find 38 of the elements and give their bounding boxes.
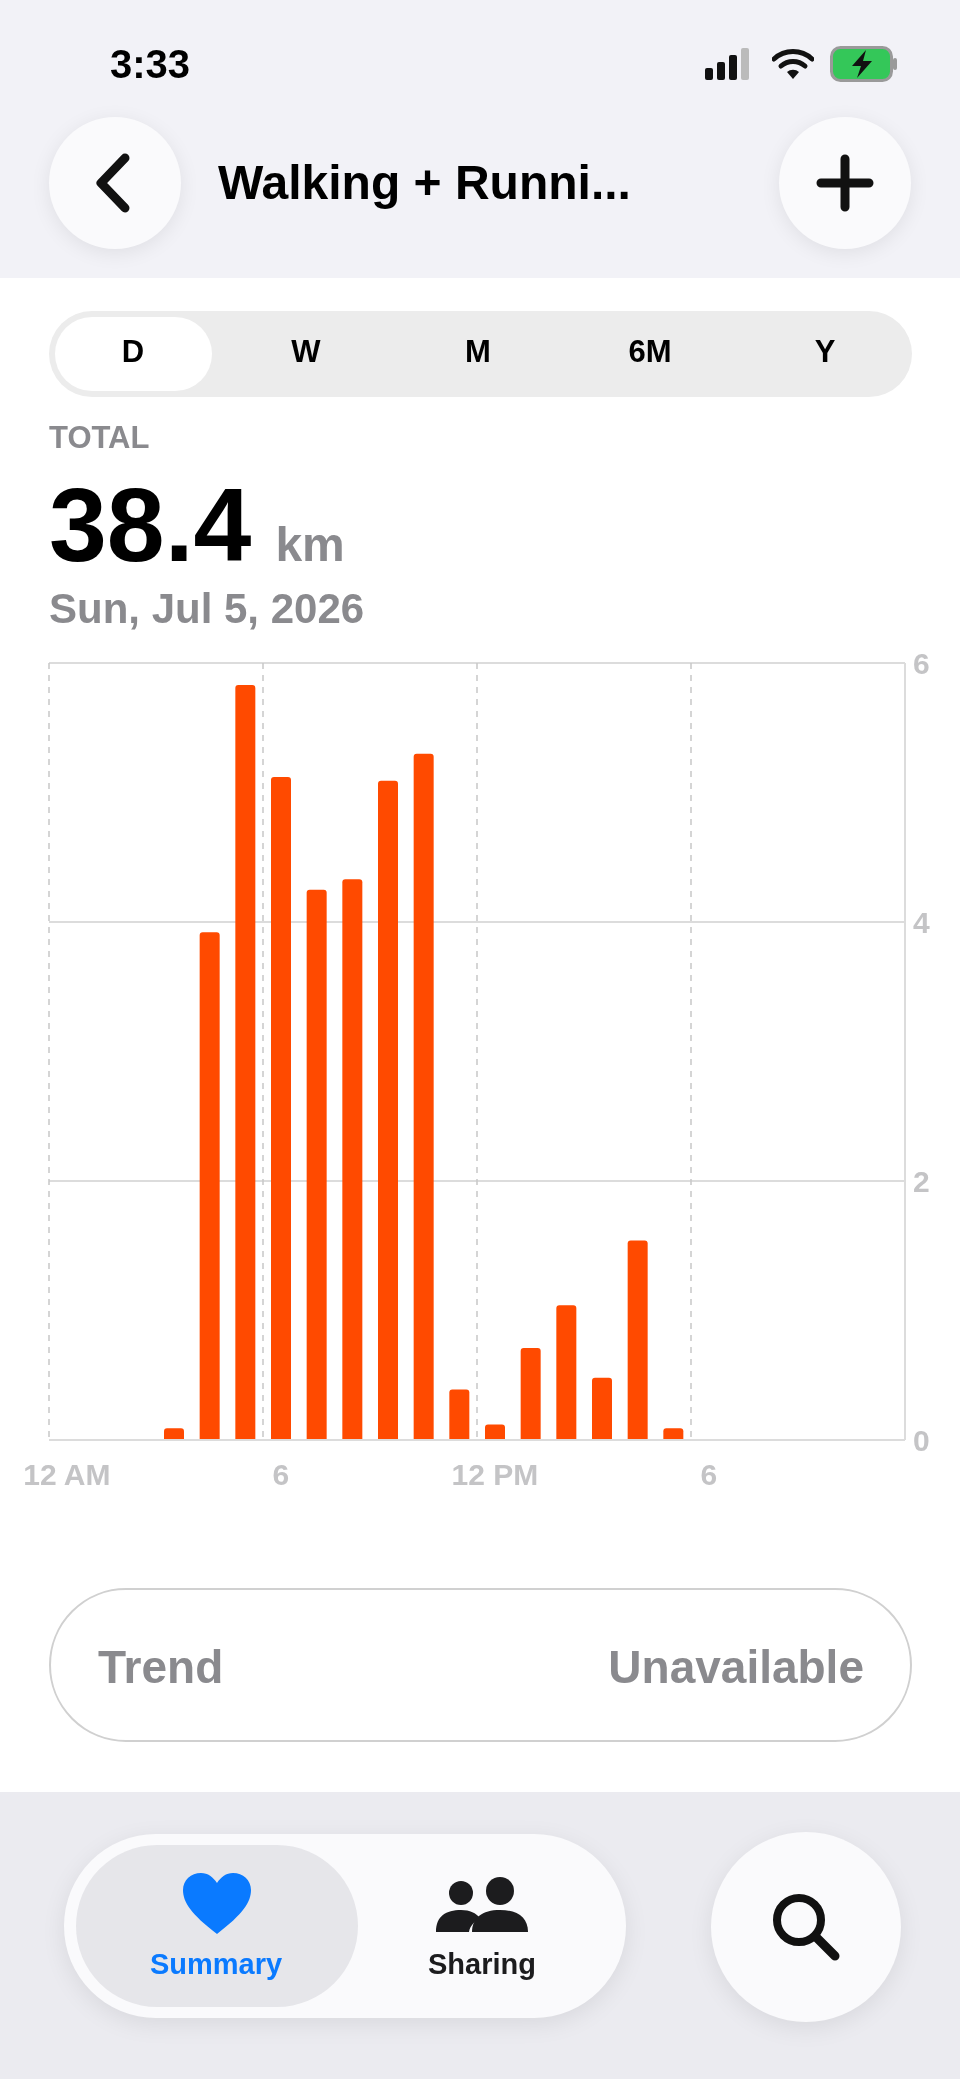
- bar: [199, 932, 220, 1440]
- text: M: [464, 334, 492, 370]
- bar: [556, 1305, 577, 1440]
- text: Y: [813, 334, 837, 370]
- y-tick-label: 4: [913, 905, 930, 939]
- bar: [413, 753, 434, 1440]
- bar: [449, 1389, 470, 1440]
- text: Summary: [148, 1948, 284, 1981]
- bar: [663, 1428, 684, 1440]
- text: D: [120, 334, 146, 370]
- text: Unavailable: [607, 1640, 864, 1694]
- bar: [235, 685, 256, 1440]
- bar: [627, 1240, 648, 1440]
- bar: [520, 1348, 541, 1440]
- bar: [164, 1428, 184, 1440]
- text: 6M: [627, 334, 673, 370]
- bar: [342, 879, 363, 1440]
- text: Sharing: [427, 1948, 537, 1981]
- x-tick-label: 6: [272, 1458, 290, 1492]
- bar: [485, 1424, 505, 1440]
- text: W: [290, 334, 322, 370]
- y-tick-label: 0: [913, 1423, 930, 1457]
- chart-subtitle: Sun, Jul 5, 2026: [49, 585, 365, 633]
- text: Trend: [98, 1640, 224, 1694]
- bar: [306, 889, 327, 1440]
- text: TOTAL: [49, 420, 150, 456]
- y-tick-label: 6: [913, 646, 930, 680]
- bar: [271, 776, 291, 1440]
- text: 38.4: [49, 467, 252, 583]
- chart-title: Walking + Runni...: [218, 155, 631, 210]
- text: km: [275, 518, 345, 571]
- bar: [378, 780, 398, 1440]
- y-tick-label: 2: [913, 1164, 930, 1198]
- bar: [592, 1377, 612, 1440]
- x-tick-label: 12 PM: [451, 1458, 539, 1492]
- x-tick-label: 6: [700, 1458, 718, 1492]
- x-tick-label: 12 AM: [23, 1458, 111, 1492]
- text: 3:33: [110, 42, 191, 87]
